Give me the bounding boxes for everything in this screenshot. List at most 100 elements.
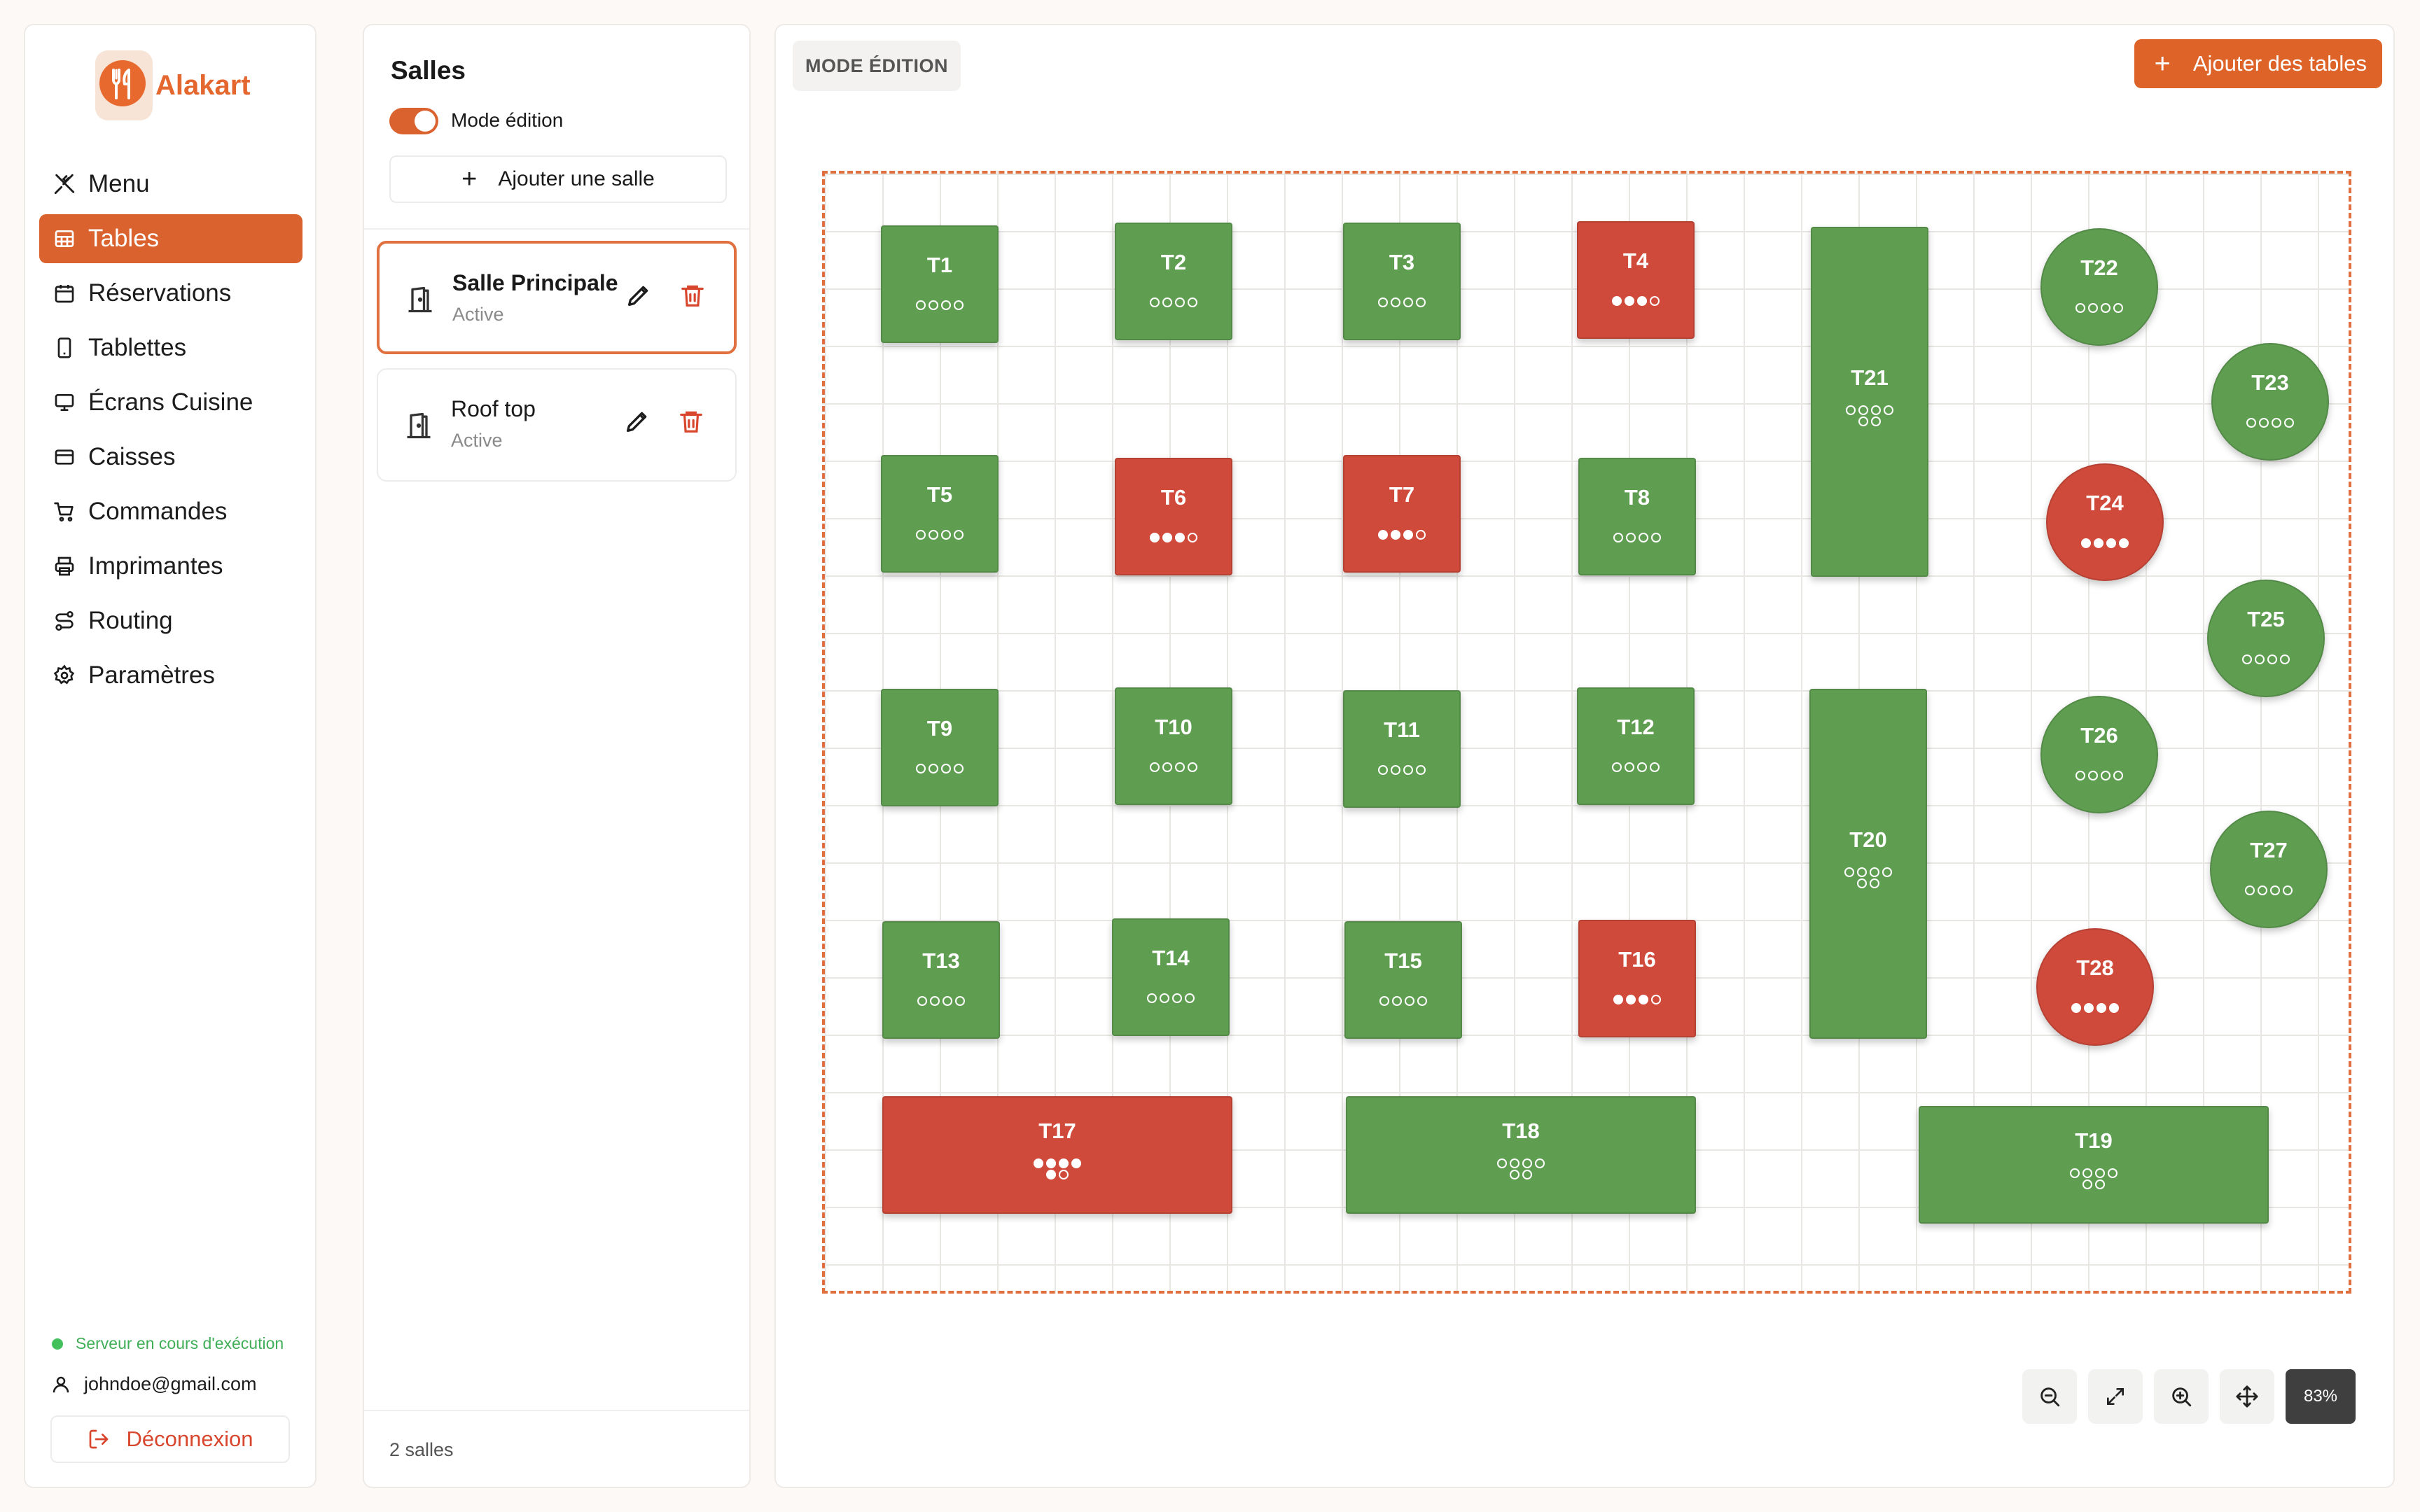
table-t12[interactable]: T12 xyxy=(1577,687,1695,805)
seat-indicators xyxy=(882,763,997,774)
table-t5[interactable]: T5 xyxy=(881,455,999,573)
rooms-title: Salles xyxy=(391,56,466,85)
table-t15[interactable]: T15 xyxy=(1344,921,1462,1039)
table-t3[interactable]: T3 xyxy=(1343,223,1461,340)
seat-dot-icon xyxy=(2242,654,2252,665)
add-room-button[interactable]: + Ajouter une salle xyxy=(389,155,727,203)
table-t13[interactable]: T13 xyxy=(882,921,1000,1039)
table-label: T25 xyxy=(2247,606,2285,631)
sidebar: Alakart Menu Tables Réservations Tablett… xyxy=(24,24,317,1488)
table-t11[interactable]: T11 xyxy=(1343,690,1461,808)
seat-indicators xyxy=(1578,295,1693,307)
seat-dot-icon xyxy=(1510,1170,1520,1180)
table-label: T19 xyxy=(2075,1128,2113,1153)
seat-dot-icon xyxy=(1059,1170,1069,1180)
rooms-count: 2 salles xyxy=(389,1439,454,1460)
seat-dot-icon xyxy=(1162,298,1172,308)
seat-indicators xyxy=(1811,867,1926,889)
seat-indicators xyxy=(884,995,999,1007)
edit-pencil-icon[interactable] xyxy=(625,281,653,313)
table-t24[interactable]: T24 xyxy=(2046,463,2164,581)
table-t10[interactable]: T10 xyxy=(1115,687,1232,805)
table-label: T23 xyxy=(2251,370,2289,395)
pan-button[interactable] xyxy=(2220,1369,2274,1424)
table-grid-icon xyxy=(49,223,80,254)
app-logo[interactable]: Alakart xyxy=(95,50,251,120)
seat-dot-icon xyxy=(1650,296,1660,307)
table-t17[interactable]: T17 xyxy=(882,1096,1232,1214)
nav-item-caisses[interactable]: Caisses xyxy=(39,433,302,482)
table-label: T2 xyxy=(1160,249,1187,274)
seat-dot-icon xyxy=(2108,1168,2118,1178)
edit-pencil-icon[interactable] xyxy=(623,407,651,439)
seat-dot-icon xyxy=(1379,996,1389,1007)
edit-mode-toggle[interactable] xyxy=(389,108,438,134)
table-t9[interactable]: T9 xyxy=(881,689,999,806)
floor-canvas[interactable]: T1 T2 T3 T4 T5 T6 T7 T8 T9 T10 T11 T12 T13 T14 T15 T16 T… xyxy=(822,171,2351,1294)
seat-dot-icon xyxy=(2088,771,2098,781)
seat-dot-icon xyxy=(2280,654,2290,665)
table-t23[interactable]: T23 xyxy=(2211,343,2329,461)
logout-button[interactable]: Déconnexion xyxy=(50,1415,290,1463)
nav-item-routing[interactable]: Routing xyxy=(39,596,302,645)
table-t7[interactable]: T7 xyxy=(1343,455,1461,573)
nav-item-reservations[interactable]: Réservations xyxy=(39,269,302,318)
room-name: Roof top xyxy=(451,396,536,421)
zoom-out-button[interactable] xyxy=(2022,1369,2077,1424)
seat-dot-icon xyxy=(2106,538,2116,549)
table-t14[interactable]: T14 xyxy=(1112,918,1230,1036)
seat-dot-icon xyxy=(1417,996,1427,1007)
nav-item-label: Routing xyxy=(88,607,173,634)
seat-dot-icon xyxy=(2081,538,2091,549)
table-label: T12 xyxy=(1617,714,1655,739)
seat-dot-icon xyxy=(1391,298,1400,308)
seat-dot-icon xyxy=(929,300,938,311)
nav-item-commandes[interactable]: Commandes xyxy=(39,487,302,536)
table-t6[interactable]: T6 xyxy=(1115,458,1232,575)
edit-mode-label: Mode édition xyxy=(451,109,564,131)
table-label: T5 xyxy=(926,482,953,507)
table-t2[interactable]: T2 xyxy=(1115,223,1232,340)
seat-dot-icon xyxy=(1059,1158,1069,1168)
credit-card-icon xyxy=(49,442,80,472)
table-t28[interactable]: T28 xyxy=(2036,928,2154,1046)
delete-trash-icon[interactable] xyxy=(679,281,706,313)
seat-dot-icon xyxy=(1497,1158,1507,1168)
nav-item-ecrans-cuisine[interactable]: Écrans Cuisine xyxy=(39,378,302,427)
zoom-in-button[interactable] xyxy=(2154,1369,2209,1424)
table-t1[interactable]: T1 xyxy=(881,225,999,343)
seat-dot-icon xyxy=(929,764,938,774)
seat-dot-icon xyxy=(1522,1158,1532,1168)
fit-to-screen-button[interactable] xyxy=(2088,1369,2143,1424)
table-t26[interactable]: T26 xyxy=(2040,696,2158,813)
table-t18[interactable]: T18 xyxy=(1346,1096,1696,1214)
nav-item-imprimantes[interactable]: Imprimantes xyxy=(39,542,302,591)
seat-dot-icon xyxy=(1188,533,1197,543)
seat-dot-icon xyxy=(1625,762,1634,773)
seat-dot-icon xyxy=(1613,533,1623,543)
table-t25[interactable]: T25 xyxy=(2207,580,2325,697)
table-t22[interactable]: T22 xyxy=(2040,228,2158,346)
room-card-salle-principale[interactable]: Salle Principale Active xyxy=(377,241,737,354)
seat-dot-icon xyxy=(1416,765,1426,776)
delete-trash-icon[interactable] xyxy=(678,407,704,439)
nav-item-tables[interactable]: Tables xyxy=(39,214,302,263)
table-t20[interactable]: T20 xyxy=(1809,689,1927,1039)
table-t8[interactable]: T8 xyxy=(1578,458,1696,575)
nav-item-menu[interactable]: Menu xyxy=(39,160,302,209)
nav-item-parametres[interactable]: Paramètres xyxy=(39,651,302,700)
edit-mode-badge: MODE ÉDITION xyxy=(793,41,961,91)
seat-indicators xyxy=(1116,532,1231,543)
room-card-roof-top[interactable]: Roof top Active xyxy=(377,368,737,482)
table-t19[interactable]: T19 xyxy=(1919,1106,2269,1224)
table-t16[interactable]: T16 xyxy=(1578,920,1696,1037)
seat-dot-icon xyxy=(1378,765,1388,776)
table-t21[interactable]: T21 xyxy=(1811,227,1928,577)
table-label: T16 xyxy=(1618,946,1656,972)
table-t27[interactable]: T27 xyxy=(2210,811,2328,928)
nav-item-tablettes[interactable]: Tablettes xyxy=(39,323,302,372)
zoom-in-icon xyxy=(2169,1385,2193,1408)
seat-dot-icon xyxy=(1613,995,1623,1005)
table-t4[interactable]: T4 xyxy=(1577,221,1695,339)
add-tables-button[interactable]: + Ajouter des tables xyxy=(2134,39,2382,88)
